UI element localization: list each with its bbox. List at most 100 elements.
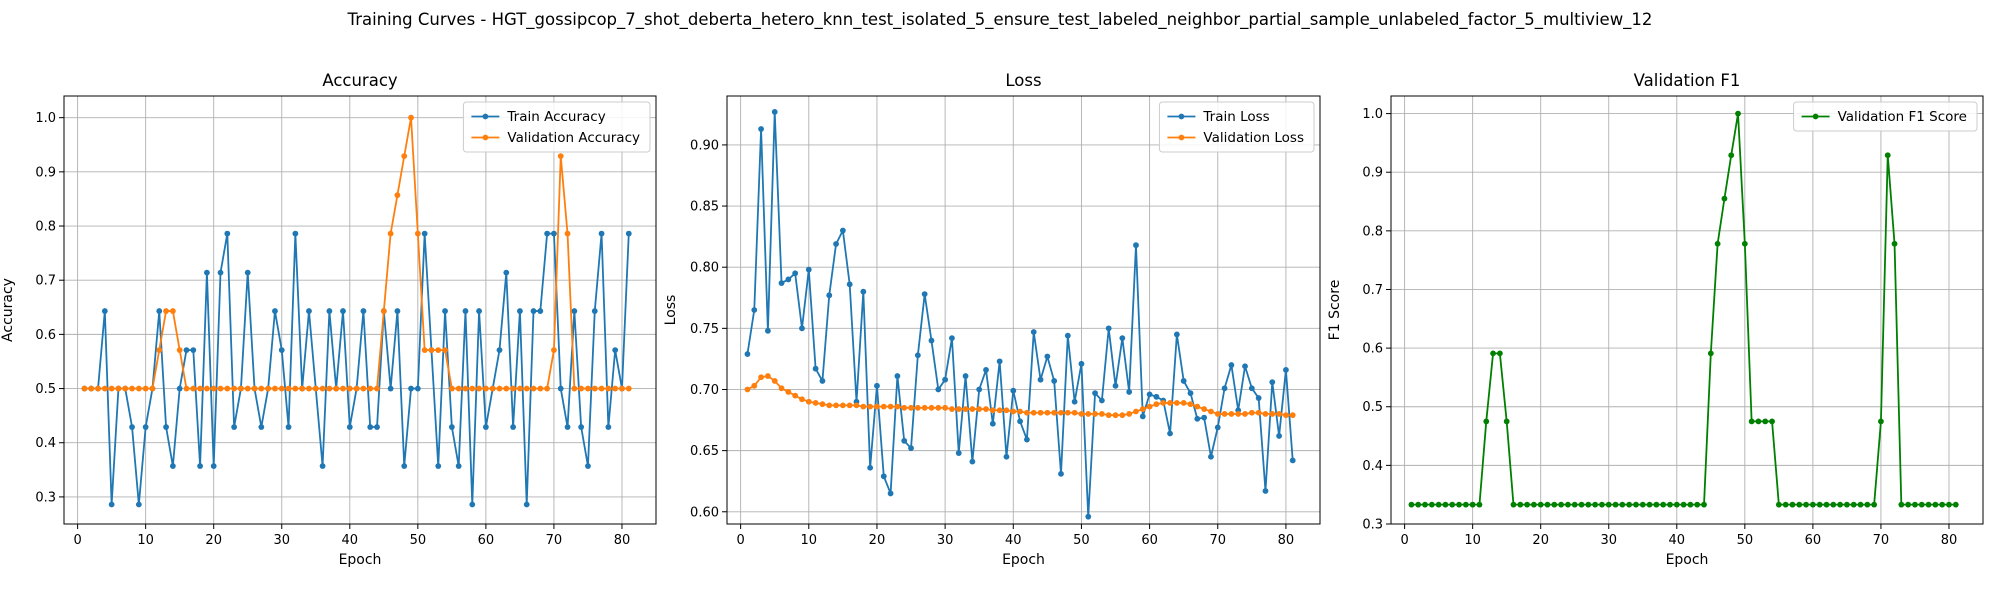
data-point <box>1816 501 1823 508</box>
data-point <box>530 308 537 314</box>
data-point <box>462 385 469 392</box>
data-point <box>571 308 578 314</box>
data-point <box>1146 391 1153 398</box>
data-point <box>394 192 401 199</box>
data-point <box>758 126 764 132</box>
data-point <box>983 406 989 412</box>
data-point <box>448 424 455 430</box>
data-point <box>564 424 571 430</box>
data-point <box>1139 406 1146 412</box>
data-point <box>544 385 551 392</box>
data-point <box>1201 406 1208 412</box>
data-point <box>1946 501 1952 508</box>
data-point <box>976 406 983 412</box>
data-point <box>455 385 462 392</box>
data-point <box>306 385 312 392</box>
data-point <box>625 385 632 392</box>
data-point <box>1687 501 1694 508</box>
data-point <box>1242 411 1248 417</box>
data-point <box>278 347 285 353</box>
y-tick-label: 0.8 <box>35 220 56 235</box>
data-point <box>1422 501 1428 508</box>
data-point <box>517 385 523 392</box>
chart-panel-1: 0 10 20 30 40 50 60 70 80 0.3 0.4 0.5 0.6 0.7 0.8 0.9 1.… <box>0 71 657 568</box>
data-point <box>326 385 333 392</box>
x-tick-label: 0 <box>1400 533 1408 548</box>
data-point <box>1098 411 1105 417</box>
data-point <box>751 307 758 313</box>
data-point <box>1775 501 1782 508</box>
data-point <box>367 424 374 430</box>
data-point <box>1044 409 1051 416</box>
legend-marker <box>1178 134 1185 141</box>
data-point <box>785 276 792 283</box>
x-tick-label: 40 <box>342 533 359 548</box>
y-tick-label: 0.3 <box>1362 518 1383 533</box>
data-point <box>1153 393 1160 400</box>
y-axis-label: F1 Score <box>1327 280 1343 341</box>
data-point <box>744 351 751 357</box>
data-point <box>955 406 962 412</box>
data-point <box>1071 409 1078 416</box>
data-point <box>1551 501 1558 508</box>
data-point <box>1496 350 1503 357</box>
data-point <box>333 385 340 392</box>
data-point <box>1517 501 1524 508</box>
data-point <box>360 308 367 314</box>
data-point <box>169 308 176 314</box>
data-point <box>1769 418 1775 425</box>
data-point <box>190 385 197 392</box>
data-point <box>142 424 149 430</box>
data-point <box>1408 501 1415 508</box>
data-point <box>908 445 914 452</box>
data-point <box>1789 501 1796 508</box>
data-point <box>1139 413 1146 420</box>
data-point <box>1932 501 1939 508</box>
data-point <box>1078 360 1085 367</box>
data-point <box>805 398 812 405</box>
data-point <box>819 378 826 384</box>
data-point <box>619 385 625 392</box>
data-point <box>306 308 312 314</box>
data-point <box>1289 457 1296 464</box>
data-point <box>853 402 860 409</box>
x-tick-label: 60 <box>478 533 495 548</box>
data-point <box>1214 424 1221 431</box>
data-point <box>867 464 874 471</box>
data-point <box>1269 379 1276 386</box>
legend: Validation F1 Score <box>1793 101 1978 132</box>
data-point <box>1530 501 1537 508</box>
data-point <box>1599 501 1605 508</box>
data-point <box>1707 350 1714 357</box>
data-point <box>238 385 244 392</box>
data-point <box>435 347 442 353</box>
data-point <box>969 458 976 465</box>
data-point <box>1667 501 1673 508</box>
data-point <box>1078 411 1085 417</box>
data-point <box>244 385 251 392</box>
data-point <box>1918 501 1925 508</box>
data-point <box>571 385 578 392</box>
data-point <box>129 385 135 392</box>
data-point <box>1221 411 1228 417</box>
data-point <box>1092 411 1098 417</box>
data-point <box>874 382 880 389</box>
data-point <box>1058 409 1064 416</box>
data-point <box>285 385 292 392</box>
data-point <box>1925 501 1932 508</box>
data-point <box>523 501 530 508</box>
x-tick-label: 30 <box>937 533 954 548</box>
data-point <box>326 308 333 314</box>
data-point <box>81 385 88 392</box>
y-tick-label: 0.6 <box>1362 342 1383 357</box>
data-point <box>530 385 537 392</box>
data-point <box>1694 501 1701 508</box>
data-point <box>217 269 224 276</box>
data-point <box>901 437 908 444</box>
data-point <box>1898 501 1905 508</box>
data-point <box>1167 400 1173 406</box>
data-point <box>839 227 846 234</box>
data-point <box>401 153 408 160</box>
data-point <box>792 392 799 399</box>
